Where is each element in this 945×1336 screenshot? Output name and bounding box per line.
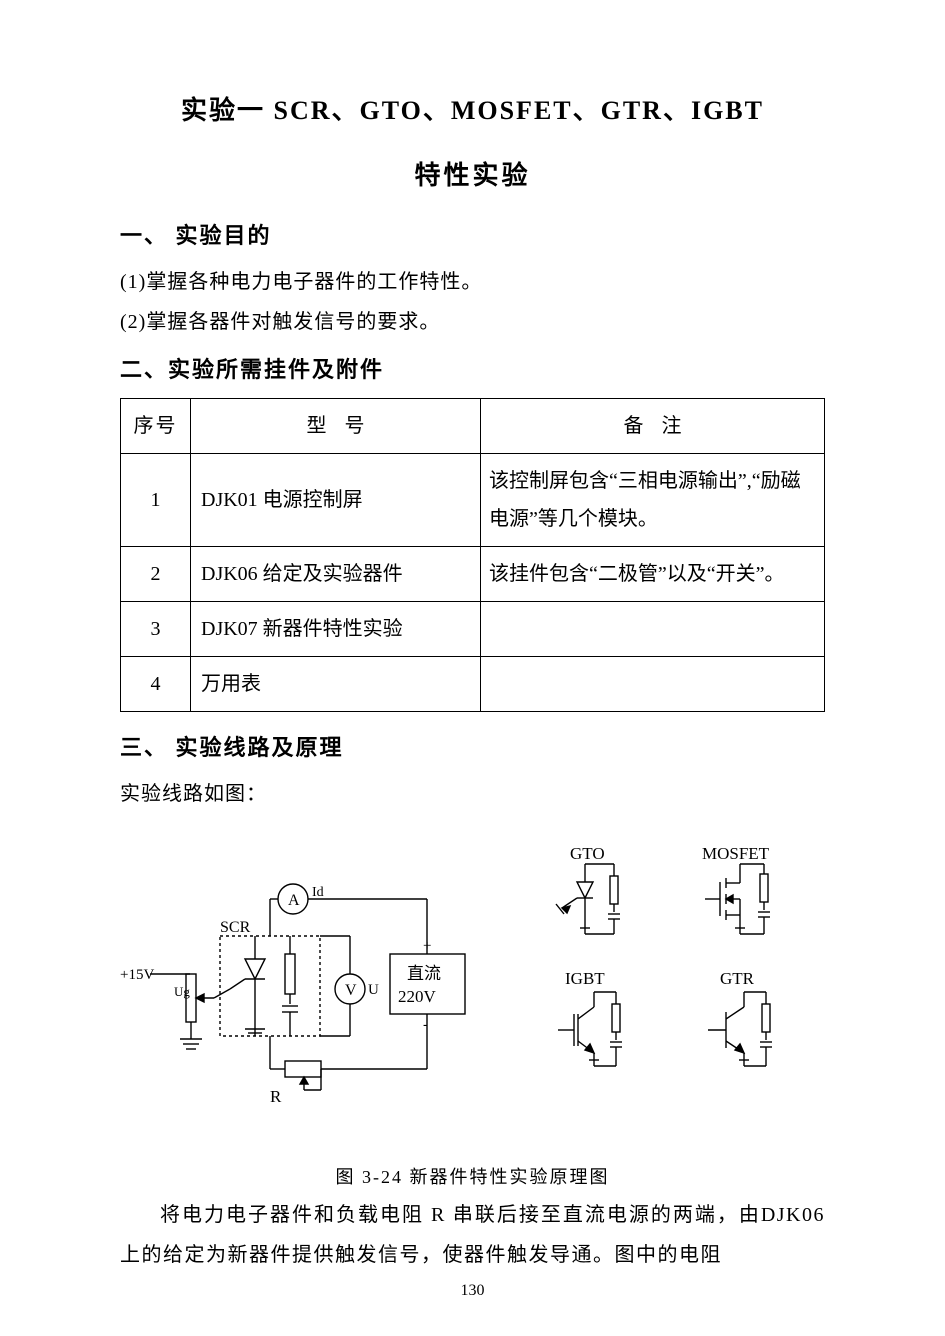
title-sub: 特性实验 — [120, 155, 825, 192]
section3-intro: 实验线路如图： — [120, 774, 825, 814]
cell-seq: 4 — [121, 657, 191, 712]
section1-item1: (1)掌握各种电力电子器件的工作特性。 — [120, 262, 825, 302]
label-ammeter: A — [288, 892, 300, 909]
table-row: 4 万用表 — [121, 657, 825, 712]
table-row: 2 DJK06 给定及实验器件 该挂件包含“二极管”以及“开关”。 — [121, 547, 825, 602]
table-row: 3 DJK07 新器件特性实验 — [121, 602, 825, 657]
cell-model: 万用表 — [191, 657, 481, 712]
section1-item2: (2)掌握各器件对触发信号的要求。 — [120, 302, 825, 342]
section1-heading: 一、 实验目的 — [120, 218, 825, 250]
body-paragraph: 将电力电子器件和负载电阻 R 串联后接至直流电源的两端，由DJK06 上的给定为… — [120, 1195, 825, 1275]
label-gtr: GTR — [720, 969, 755, 988]
label-igbt: IGBT — [565, 969, 605, 988]
cell-model: DJK01 电源控制屏 — [191, 454, 481, 547]
th-seq: 序号 — [121, 399, 191, 454]
label-voltmeter: V — [345, 982, 357, 999]
label-dc1: 直流 — [407, 964, 441, 983]
label-15v: +15V — [120, 967, 154, 983]
circuit-diagram: +15V Ug SCR — [120, 824, 825, 1189]
section2-heading: 二、实验所需挂件及附件 — [120, 352, 825, 384]
equipment-table: 序号 型号 备注 1 DJK01 电源控制屏 该控制屏包含“三相电源输出”,“励… — [120, 398, 825, 712]
cell-model: DJK07 新器件特性实验 — [191, 602, 481, 657]
label-gto: GTO — [570, 844, 605, 863]
cell-seq: 2 — [121, 547, 191, 602]
label-u: U — [368, 982, 379, 998]
cell-note — [481, 602, 825, 657]
th-note: 备注 — [481, 399, 825, 454]
section3-heading: 三、 实验线路及原理 — [120, 730, 825, 762]
table-header-row: 序号 型号 备注 — [121, 399, 825, 454]
label-scr: SCR — [220, 919, 251, 936]
title-main: 实验一 SCR、GTO、MOSFET、GTR、IGBT — [120, 90, 825, 127]
cell-seq: 3 — [121, 602, 191, 657]
cell-note — [481, 657, 825, 712]
page-number: 130 — [0, 1282, 945, 1300]
cell-note: 该挂件包含“二极管”以及“开关”。 — [481, 547, 825, 602]
cell-seq: 1 — [121, 454, 191, 547]
cell-note: 该控制屏包含“三相电源输出”,“励磁电源”等几个模块。 — [481, 454, 825, 547]
cell-model: DJK06 给定及实验器件 — [191, 547, 481, 602]
label-r: R — [270, 1087, 282, 1106]
diagram-caption: 图 3-24 新器件特性实验原理图 — [120, 1163, 825, 1189]
label-id: Id — [312, 885, 324, 900]
th-model: 型号 — [191, 399, 481, 454]
label-plus: + — [423, 938, 431, 954]
table-row: 1 DJK01 电源控制屏 该控制屏包含“三相电源输出”,“励磁电源”等几个模块… — [121, 454, 825, 547]
label-mosfet: MOSFET — [702, 844, 770, 863]
label-ug: Ug — [174, 984, 190, 999]
label-dc2: 220V — [398, 987, 437, 1006]
